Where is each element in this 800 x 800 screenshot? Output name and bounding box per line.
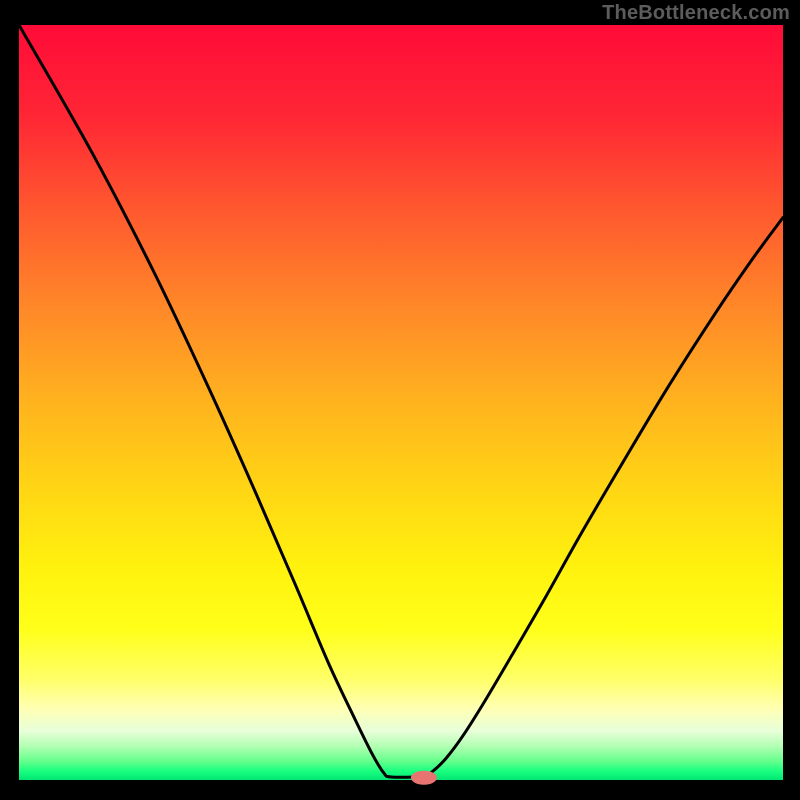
chart-container: TheBottleneck.com [0,0,800,800]
watermark-text: TheBottleneck.com [602,2,790,25]
optimum-marker [411,771,437,785]
bottleneck-chart [0,0,800,800]
plot-background-gradient [19,25,783,780]
